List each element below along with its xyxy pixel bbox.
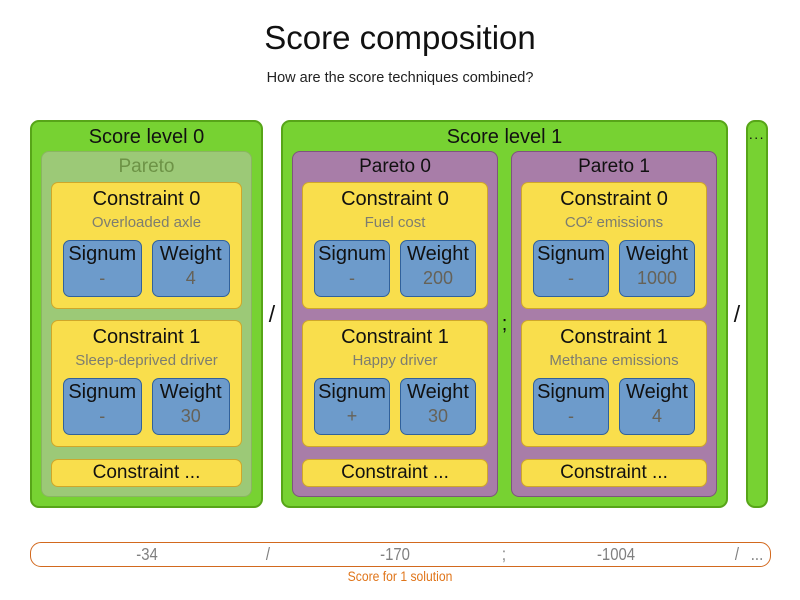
weight-value: 200	[422, 268, 454, 288]
pareto-box: Pareto 0 Constraint 0 Fuel cost Signum - Weig…	[292, 151, 498, 497]
ellipsis-label: ...	[748, 126, 766, 142]
constraint-more-bar: Constraint ...	[521, 459, 707, 487]
weight-box: Weight 30	[151, 378, 230, 435]
score-level-label: Score level 0	[88, 126, 205, 148]
level-separator: /	[268, 300, 276, 327]
pareto-box: Pareto 1 Constraint 0 CO² emissions Signum -…	[511, 151, 717, 497]
constraint-card: Constraint 0 CO² emissions Signum - Weight 10…	[521, 182, 707, 309]
weight-value: 1000	[636, 268, 678, 288]
score-bar-item: -34	[136, 544, 158, 564]
signum-label: Signum	[68, 243, 137, 265]
constraint-name: Constraint 0	[341, 188, 449, 210]
weight-box: Weight 200	[400, 240, 476, 297]
signum-box: Signum -	[533, 240, 609, 297]
signum-box: Signum -	[63, 240, 142, 297]
constraint-card: Constraint 1 Happy driver Signum + Weight 30	[302, 320, 488, 447]
signum-weight-row: Signum - Weight 4	[63, 240, 230, 297]
score-bar: -34 / -170; -1004 /...	[30, 542, 771, 567]
constraint-card: Constraint 0 Fuel cost Signum - Weight 200	[302, 182, 488, 309]
constraint-name: Constraint 1	[560, 326, 668, 348]
score-level-box-0: Score level 0 Pareto Constraint 0 Overloade…	[30, 120, 263, 508]
constraint-description: Methane emissions	[549, 352, 679, 369]
constraint-name: Constraint 1	[92, 326, 201, 348]
signum-label: Signum	[318, 243, 386, 265]
score-bar-item: -1004	[597, 544, 636, 564]
weight-label: Weight	[407, 243, 469, 265]
weight-label: Weight	[159, 243, 222, 265]
weight-value: 4	[185, 268, 196, 288]
constraint-card: Constraint 1 Methane emissions Signum - Weig…	[521, 320, 707, 447]
constraint-more-bar: Constraint ...	[302, 459, 488, 487]
signum-label: Signum	[537, 243, 605, 265]
constraint-name: Constraint 1	[341, 326, 449, 348]
constraint-card: Constraint 1 Sleep-deprived driver Signum -…	[51, 320, 242, 447]
weight-box: Weight 4	[151, 240, 230, 297]
signum-weight-row: Signum - Weight 4	[533, 378, 695, 435]
constraint-description: Happy driver	[352, 352, 438, 369]
pareto-separator: ;	[501, 312, 508, 335]
pareto-row: Pareto 0 Constraint 0 Fuel cost Signum - Weig…	[283, 151, 726, 506]
constraint-description: Overloaded axle	[91, 214, 202, 231]
signum-box: Signum -	[533, 378, 609, 435]
pareto-label: Pareto	[118, 156, 175, 177]
weight-label: Weight	[626, 243, 688, 265]
pareto-box: Pareto Constraint 0 Overloaded axle Signum -…	[41, 151, 252, 497]
weight-label: Weight	[159, 381, 222, 403]
page-subtitle: How are the score techniques combined?	[266, 70, 534, 86]
signum-box: Signum +	[314, 378, 390, 435]
signum-label: Signum	[318, 381, 386, 403]
constraint-description: Sleep-deprived driver	[75, 352, 218, 369]
signum-box: Signum -	[314, 240, 390, 297]
weight-value: 4	[651, 406, 662, 426]
signum-weight-row: Signum - Weight 30	[63, 378, 230, 435]
signum-label: Signum	[68, 381, 137, 403]
weight-box: Weight 4	[619, 378, 695, 435]
score-bar-item: /	[266, 544, 271, 564]
weight-box: Weight 30	[400, 378, 476, 435]
constraint-description: Fuel cost	[364, 214, 426, 231]
constraint-description: CO² emissions	[564, 214, 664, 231]
signum-value: -	[568, 268, 574, 288]
score-levels-row: Score level 0 Pareto Constraint 0 Overloade…	[30, 120, 772, 508]
signum-box: Signum -	[63, 378, 142, 435]
constraint-name: Constraint 0	[560, 188, 668, 210]
constraint-card: Constraint 0 Overloaded axle Signum - Weight…	[51, 182, 242, 309]
score-bar-item: ;	[501, 544, 507, 564]
weight-value: 30	[427, 406, 449, 426]
constraint-name: Constraint 0	[92, 188, 201, 210]
signum-value: -	[568, 406, 574, 426]
weight-label: Weight	[626, 381, 688, 403]
score-bar-item: /	[735, 544, 740, 564]
weight-value: 30	[180, 406, 201, 426]
signum-weight-row: Signum + Weight 30	[314, 378, 476, 435]
pareto-row: Pareto Constraint 0 Overloaded axle Signum -…	[32, 151, 261, 506]
signum-value: +	[346, 406, 358, 426]
weight-box: Weight 1000	[619, 240, 695, 297]
level-separator: /	[733, 300, 741, 327]
signum-value: -	[99, 406, 106, 426]
score-level-label: Score level 1	[446, 126, 563, 148]
signum-value: -	[99, 268, 106, 288]
page-title: Score composition	[264, 19, 536, 56]
signum-weight-row: Signum - Weight 1000	[533, 240, 695, 297]
signum-weight-row: Signum - Weight 200	[314, 240, 476, 297]
signum-label: Signum	[537, 381, 605, 403]
pareto-label: Pareto 0	[359, 156, 431, 177]
weight-label: Weight	[407, 381, 469, 403]
pareto-label: Pareto 1	[578, 156, 650, 177]
signum-value: -	[349, 268, 355, 288]
score-level-more-box: ...	[746, 120, 768, 508]
score-bar-item: -170	[380, 544, 411, 564]
score-bar-caption: Score for 1 solution	[347, 569, 453, 584]
score-bar-item: ...	[751, 544, 764, 564]
score-level-box-1: Score level 1 Pareto 0 Constraint 0 Fuel co…	[281, 120, 728, 508]
constraint-more-bar: Constraint ...	[51, 459, 242, 487]
